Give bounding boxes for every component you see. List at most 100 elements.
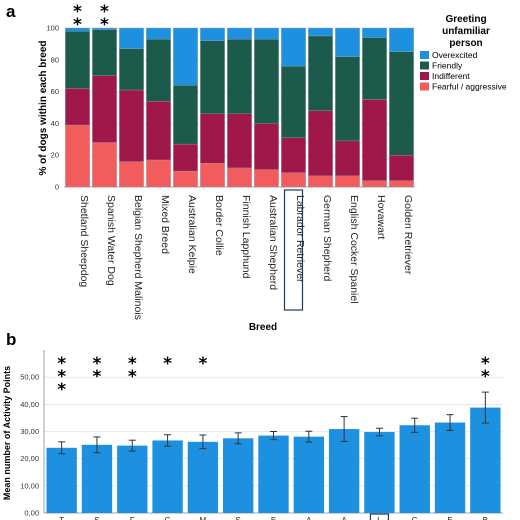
panel-b-significance-star: * bbox=[57, 367, 66, 387]
panel-a-bar-segment bbox=[281, 137, 306, 173]
panel-a-ytick-label: 100 bbox=[46, 24, 59, 33]
panel-b-category-label: E bbox=[447, 516, 452, 520]
legend-label: Friendly bbox=[432, 61, 463, 71]
panel-a-bar-segment bbox=[65, 88, 90, 126]
panel-a-bar-segment bbox=[281, 66, 306, 138]
panel-b-bar bbox=[81, 444, 113, 513]
legend-title-line-3: person bbox=[449, 38, 482, 49]
panel-a-bar-segment bbox=[227, 167, 252, 188]
panel-b-bars bbox=[46, 407, 501, 513]
panel-b-significance-star: * bbox=[93, 367, 102, 387]
legend-swatch bbox=[420, 51, 429, 59]
panel-a-bar-segment bbox=[119, 161, 144, 188]
panel-b-ytick-label: 20,00 bbox=[20, 454, 39, 463]
panel-a-ylabel: % of dogs within each breed bbox=[38, 40, 49, 175]
panel-a-bar-segment bbox=[146, 159, 171, 188]
panel-a-bar-segment bbox=[254, 123, 279, 170]
panel-b-category-label: L bbox=[377, 516, 382, 520]
panel-a-bar-segment bbox=[254, 169, 279, 188]
panel-b-bar bbox=[258, 435, 289, 513]
panel-b-ytick-label: 50,00 bbox=[20, 373, 39, 382]
panel-a-bar-segment bbox=[200, 162, 225, 188]
panel-a-category-label: Belgian Shepherd Malinois bbox=[132, 195, 144, 320]
panel-a-bar-segment bbox=[227, 38, 252, 115]
panel-a-category-label: German Shepherd bbox=[321, 195, 333, 282]
panel-a-bar-segment bbox=[92, 142, 117, 188]
panel-a-category-label: Mixed Breed bbox=[159, 195, 171, 254]
panel-a-bar-segment bbox=[119, 48, 144, 91]
panel-a-category-label: Australian Shepherd bbox=[267, 195, 279, 290]
panel-a-category-label: Border Collie bbox=[213, 195, 225, 256]
panel-b-significance-star: * bbox=[128, 354, 137, 374]
panel-b-bar bbox=[152, 440, 183, 513]
panel-b-ytick-label: 10,00 bbox=[20, 481, 39, 490]
panel-a-bar-segment bbox=[308, 175, 333, 188]
panel-a-bar-segment bbox=[227, 27, 252, 40]
panel-a-bar-segment bbox=[200, 113, 225, 164]
panel-b-significance-star: * bbox=[128, 367, 137, 387]
panel-a-bar-segment bbox=[281, 172, 306, 188]
panel-a-bar-segment bbox=[227, 113, 252, 169]
panel-a-bar-segment bbox=[281, 27, 306, 67]
panel-b-category-label: A bbox=[341, 516, 347, 520]
panel-a-bar-segment bbox=[92, 29, 117, 76]
panel-a-bar-segment bbox=[173, 170, 198, 188]
legend-label: Fearful / aggressive bbox=[432, 82, 507, 92]
panel-a-category-label: Spanish Water Dog bbox=[105, 195, 117, 286]
panel-b-category-labels: TSFCMSEAALGEB bbox=[59, 513, 488, 520]
panel-b-bar bbox=[293, 436, 324, 513]
panel-b-bar bbox=[399, 425, 430, 513]
panel-b-category-label: M bbox=[200, 516, 207, 520]
panel-a-bar-segment bbox=[335, 27, 360, 57]
panel-a-bar-segment bbox=[308, 35, 333, 111]
panel-b-significance: ******** * ** bbox=[57, 354, 490, 400]
panel-a-bar-segment bbox=[92, 27, 117, 30]
panel-b-bar bbox=[364, 432, 395, 513]
panel-a-bar-segment bbox=[308, 110, 333, 177]
legend-swatch bbox=[420, 72, 429, 80]
panel-a-bar-segment bbox=[146, 27, 171, 40]
panel-a-bar-segment bbox=[254, 27, 279, 40]
panel-a-bar-segment bbox=[362, 99, 387, 181]
panel-b-highlight-box bbox=[369, 513, 390, 520]
panel-a-category-label: Shetland Sheepdog bbox=[78, 195, 90, 287]
panel-a-bar-segment bbox=[362, 180, 387, 188]
panel-a-bar-segment bbox=[335, 140, 360, 177]
panel-b-significance-star: * bbox=[198, 354, 207, 374]
panel-b-significance-star: * bbox=[481, 354, 490, 374]
panel-a-xlabel: Breed bbox=[249, 322, 277, 333]
panel-a-category-label: English Cocker Spaniel bbox=[348, 195, 360, 304]
panel-a-bar-segment bbox=[389, 51, 414, 156]
panel-a-bar-segment bbox=[119, 89, 144, 162]
panel-b-bar bbox=[46, 447, 77, 513]
panel-a-category-label: Hovawart bbox=[375, 195, 387, 239]
panel-a-bar-segment bbox=[362, 37, 387, 100]
panel-a-bar-segment bbox=[65, 27, 90, 32]
legend-label: Overexcited bbox=[432, 50, 478, 60]
panel-a-bar-segment bbox=[173, 27, 198, 86]
panel-a-ytick-label: 60 bbox=[51, 87, 59, 96]
panel-a-bar-segment bbox=[119, 27, 144, 49]
panel-a-category-label: Australian Kelpie bbox=[186, 195, 198, 274]
panel-a-bar-segment bbox=[146, 38, 171, 102]
panel-a-bar-segment bbox=[200, 27, 225, 41]
panel-a-ytick-label: 80 bbox=[51, 55, 59, 64]
panel-b-bar bbox=[117, 445, 148, 513]
panel-b-bar bbox=[328, 429, 360, 513]
panel-a-category-label: Finnish Lapphund bbox=[240, 195, 252, 279]
panel-a-significance-star: * bbox=[73, 15, 82, 35]
panel-a-letter: a bbox=[6, 2, 16, 21]
panel-a-significance-star: * bbox=[100, 2, 109, 22]
panel-a-bar-segment bbox=[335, 56, 360, 142]
panel-b-bar bbox=[434, 422, 466, 513]
panel-a-highlight-box bbox=[283, 189, 304, 311]
panel-b-ytick-label: 30,00 bbox=[20, 427, 39, 436]
panel-a-ytick-label: 20 bbox=[51, 151, 59, 160]
panel-b-category-label: E bbox=[271, 516, 276, 520]
panel-b-ytick-label: 40,00 bbox=[20, 400, 39, 409]
panel-b-bar bbox=[223, 438, 254, 513]
panel-a-category-label: Golden Retriever bbox=[402, 195, 414, 275]
panel-b-category-label: B bbox=[483, 516, 488, 520]
panel-a-ytick-label: 40 bbox=[51, 119, 59, 128]
